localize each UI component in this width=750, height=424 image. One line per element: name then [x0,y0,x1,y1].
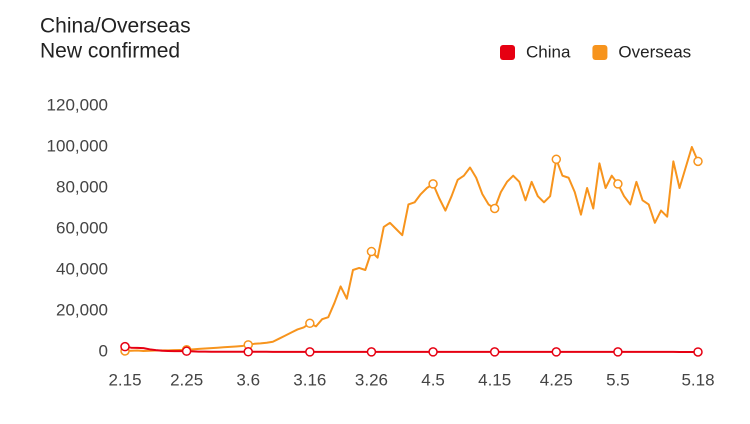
point-marker [181,346,192,356]
x-tick-label: 5.18 [681,370,714,389]
x-tick-label: 2.25 [170,370,203,389]
x-tick-label: 3.26 [355,370,388,389]
y-tick-label: 20,000 [56,300,108,319]
x-tick-label: 4.15 [478,370,511,389]
x-tick-label: 3.16 [293,370,326,389]
x-tick-label: 5.5 [606,370,630,389]
point-marker [243,347,253,357]
point-marker [551,154,562,165]
point-marker [613,179,623,189]
legend: China Overseas [500,42,691,61]
x-tick-label: 4.5 [421,370,445,389]
series-line [124,146,699,352]
legend-label: China [526,42,571,61]
point-marker [305,347,315,357]
point-marker [428,179,438,189]
chart-subtitle: New confirmed [40,40,180,63]
series-line [124,345,698,353]
point-marker [489,203,500,214]
y-tick-label: 120,000 [47,95,108,114]
point-marker [428,347,438,357]
x-tick-label: 3.6 [236,370,260,389]
y-tick-label: 40,000 [56,259,108,278]
point-marker [551,347,562,357]
legend-swatch [500,45,515,60]
point-marker [693,347,703,357]
legend-label: Overseas [618,42,691,61]
x-tick-label: 4.25 [540,370,573,389]
y-tick-label: 60,000 [56,218,108,237]
chart-title: China/Overseas [40,15,191,38]
y-tick-label: 100,000 [47,136,108,155]
x-tick-label: 2.15 [108,370,141,389]
legend-swatch [592,45,608,60]
point-marker [693,156,703,167]
point-marker [366,347,377,357]
point-marker [366,246,377,257]
point-marker [120,341,130,352]
point-marker [489,347,500,357]
y-tick-label: 80,000 [56,177,108,196]
point-marker [305,318,315,329]
point-marker [613,347,623,357]
y-tick-label: 0 [99,341,108,360]
